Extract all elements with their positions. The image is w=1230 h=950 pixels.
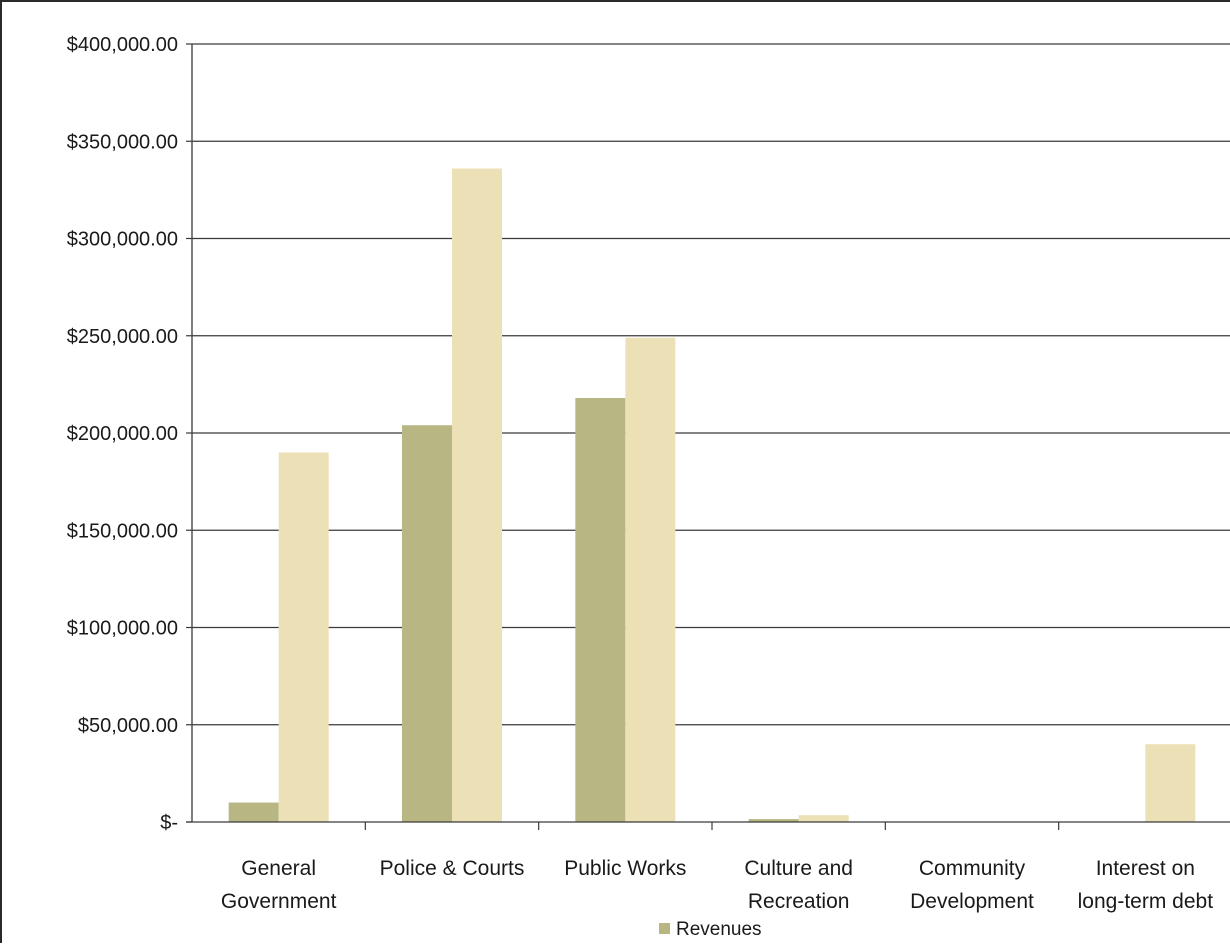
x-tick-label: long-term debt — [1078, 890, 1214, 913]
bar-series-2-2 — [625, 337, 676, 822]
bar-revenues-1 — [402, 425, 452, 822]
x-tick-label: Community — [919, 857, 1026, 880]
bar-series-2-0 — [278, 452, 329, 822]
y-tick-label: $400,000.00 — [67, 34, 178, 56]
y-tick-label: $- — [160, 812, 178, 834]
bar-series-2-3 — [798, 815, 849, 822]
bar-revenues-0 — [228, 802, 279, 822]
bar-series-2-1 — [452, 168, 502, 823]
axes — [186, 43, 1230, 830]
x-tick-label: Government — [221, 890, 337, 913]
y-tick-label: $250,000.00 — [67, 326, 178, 348]
x-tick-label: Police & Courts — [380, 857, 525, 880]
y-tick-label: $300,000.00 — [67, 229, 178, 251]
x-tick-label: Development — [910, 890, 1034, 913]
y-tick-label: $200,000.00 — [67, 423, 178, 445]
x-tick-label: Recreation — [748, 890, 850, 913]
x-tick-label: General — [241, 857, 316, 880]
bar-revenues-3 — [748, 819, 799, 822]
y-tick-label: $50,000.00 — [78, 715, 178, 737]
y-tick-label: $150,000.00 — [67, 520, 178, 542]
y-tick-labels: $- $50,000.00 $100,000.00 $150,000.00 $200,0… — [67, 34, 178, 834]
legend-label: Revenues — [676, 919, 762, 940]
legend: Revenues — [659, 919, 762, 940]
gridlines — [192, 43, 1230, 726]
bar-revenues-2 — [575, 397, 626, 822]
x-tick-labels: General Government Police & Courts Public W… — [221, 857, 1213, 913]
bars — [228, 168, 1196, 823]
y-tick-label: $100,000.00 — [67, 618, 178, 640]
x-tick-label: Public Works — [564, 857, 686, 880]
x-tick-label: Culture and — [744, 857, 853, 880]
bar-series-2-5 — [1145, 744, 1196, 822]
y-tick-label: $350,000.00 — [67, 131, 178, 153]
x-tick-label: Interest on — [1096, 857, 1195, 880]
legend-swatch — [659, 923, 670, 934]
